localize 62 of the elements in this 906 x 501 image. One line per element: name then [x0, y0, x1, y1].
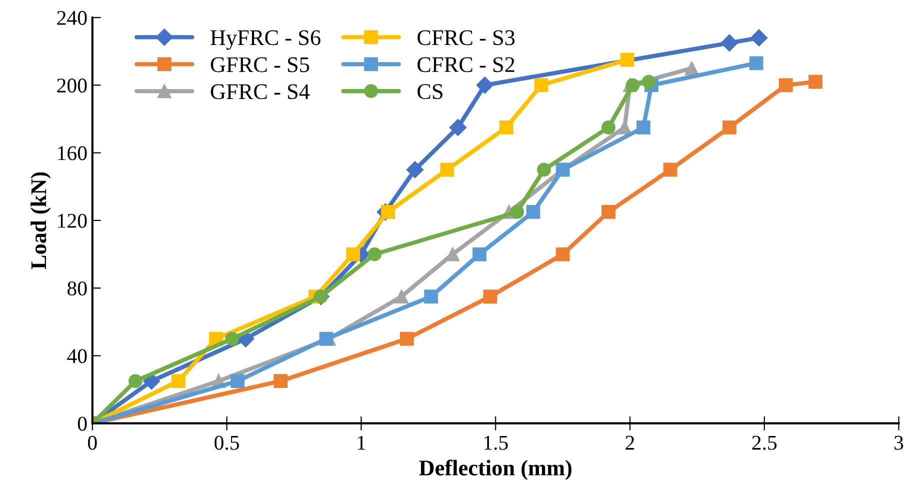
point	[499, 120, 514, 134]
y-tick-label: 40	[67, 349, 87, 364]
point	[368, 247, 382, 262]
point	[720, 34, 738, 52]
point	[346, 247, 360, 262]
y-tick-label: 200	[57, 78, 87, 93]
legend-label: HyFRC - S6	[210, 30, 320, 50]
point	[642, 74, 656, 89]
point	[449, 118, 467, 136]
point	[128, 374, 142, 388]
point	[225, 332, 240, 346]
point	[483, 290, 498, 304]
point	[663, 162, 678, 177]
point	[394, 290, 408, 304]
point	[476, 76, 494, 94]
legend-label: CFRC - S3	[418, 30, 515, 46]
y-tick-label: 240	[57, 10, 87, 25]
x-tick-label: 3	[894, 436, 904, 450]
point	[808, 74, 822, 89]
point	[626, 78, 640, 92]
point	[526, 205, 540, 219]
point	[778, 78, 793, 92]
y-tick-label: 80	[68, 281, 87, 296]
y-tick-label: 160	[58, 146, 87, 160]
point	[440, 162, 454, 177]
point	[750, 29, 768, 46]
point	[618, 120, 632, 134]
legend-label: GFRC - S4	[210, 84, 310, 100]
point	[510, 205, 524, 219]
point	[749, 56, 764, 70]
x-tick-label: 1	[358, 436, 366, 450]
point	[319, 332, 334, 346]
y-tick-label: 0	[78, 416, 87, 431]
point	[424, 290, 438, 304]
point	[722, 120, 736, 134]
point	[171, 374, 186, 388]
y-axis-title: Load (kN)	[30, 172, 51, 270]
legend-label: CS	[418, 84, 442, 100]
point	[274, 374, 288, 388]
point	[684, 61, 699, 76]
point	[406, 161, 424, 178]
point	[602, 120, 616, 134]
legend-label: GFRC - S5	[210, 57, 310, 72]
x-axis-title: Deflection (mm)	[419, 460, 572, 480]
point	[400, 332, 414, 346]
point	[636, 120, 650, 134]
x-tick-label: 2	[626, 436, 634, 450]
x-tick-label: 2.5	[752, 436, 777, 450]
point	[537, 162, 551, 177]
point	[472, 247, 486, 262]
y-tick-label: 120	[58, 214, 87, 228]
point	[534, 78, 548, 92]
x-tick-label: 1.5	[484, 436, 508, 450]
x-tick-label: 0.5	[214, 436, 240, 450]
point	[602, 205, 616, 219]
point	[230, 374, 244, 388]
point	[446, 247, 460, 262]
legend-label: CFRC - S2	[418, 57, 514, 72]
x-tick-label: 0	[88, 436, 97, 450]
point	[381, 205, 396, 219]
point	[556, 247, 570, 262]
point	[620, 52, 634, 67]
